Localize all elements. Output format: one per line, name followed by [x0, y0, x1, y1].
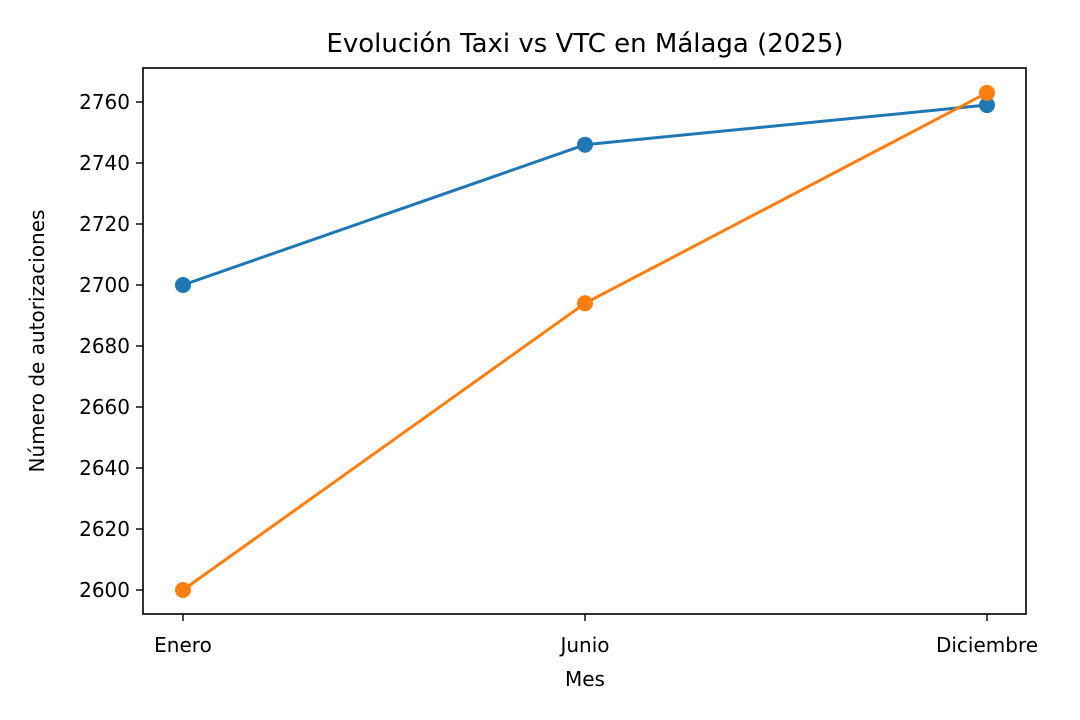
- x-tick-label: Diciembre: [936, 633, 1038, 657]
- series-line: [182, 103, 988, 287]
- y-axis-label: Número de autorizaciones: [25, 210, 49, 473]
- x-axis-label: Mes: [565, 667, 605, 691]
- data-point-marker: [577, 136, 593, 153]
- y-tick-label: 2760: [79, 90, 130, 114]
- plot-frame: [142, 67, 1027, 615]
- y-tick-label: 2640: [79, 456, 130, 480]
- data-point-marker: [175, 277, 191, 293]
- data-point-marker: [175, 582, 191, 598]
- y-tick-label: 2680: [79, 334, 130, 358]
- y-tick-label: 2660: [79, 395, 130, 419]
- data-point-marker: [979, 97, 995, 114]
- x-axis-ticks: Enero Junio Diciembre: [154, 614, 1038, 657]
- y-tick-label: 2700: [79, 273, 130, 297]
- series-group: [175, 84, 995, 598]
- y-tick-label: 2740: [79, 151, 130, 175]
- data-point-marker: [979, 84, 995, 101]
- y-axis-ticks: 2600 2620 2640 2660 2680 2700 2720 2740 2760: [79, 90, 143, 602]
- series-vtc: [175, 84, 995, 598]
- y-tick-label: 2600: [79, 578, 130, 602]
- series-line: [182, 91, 988, 592]
- chart-title: Evolución Taxi vs VTC en Málaga (2025): [326, 29, 843, 59]
- x-tick-label: Junio: [558, 633, 609, 657]
- data-point-marker: [577, 295, 593, 312]
- y-tick-label: 2620: [79, 517, 130, 541]
- series-taxi: [175, 97, 995, 293]
- y-tick-label: 2720: [79, 212, 130, 236]
- x-tick-label: Enero: [154, 633, 212, 657]
